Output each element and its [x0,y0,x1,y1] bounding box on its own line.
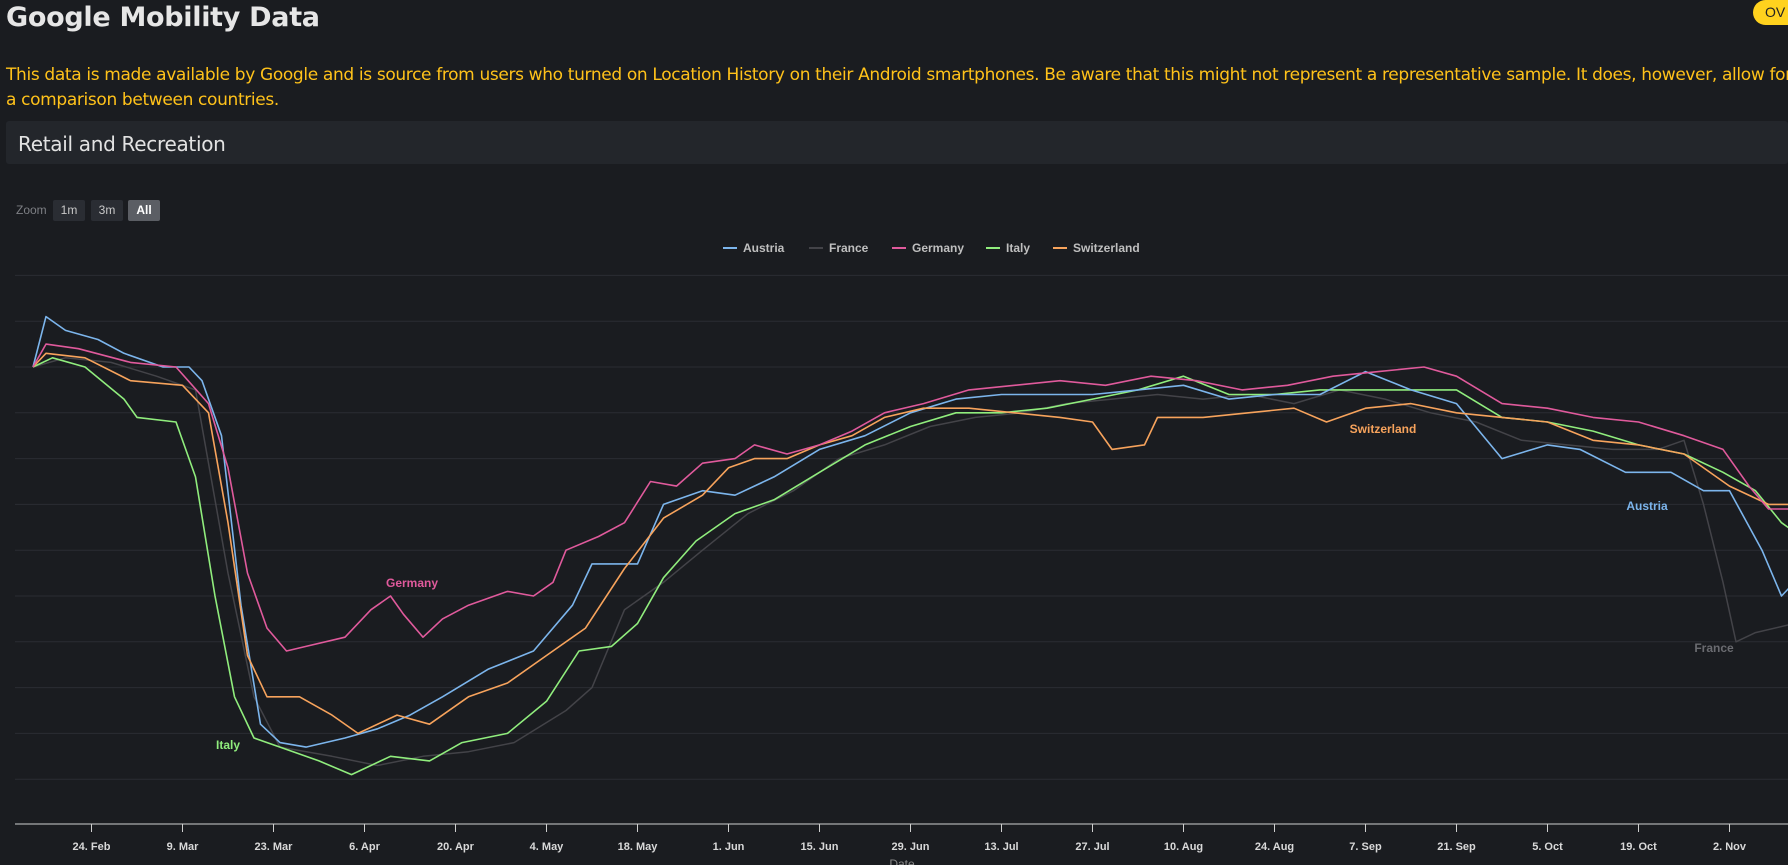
legend-label: France [829,241,869,255]
legend-item-italy[interactable]: Italy [986,241,1030,255]
x-tick-label: 27. Jul [1075,841,1109,853]
x-tick-label: 24. Feb [73,841,111,853]
x-tick-label: 18. May [618,841,659,853]
x-tick-label: 15. Jun [801,841,839,853]
x-tick-label: 24. Aug [1255,841,1294,853]
section-title: Retail and Recreation [18,132,226,156]
page-title: Google Mobility Data [6,2,320,33]
zoom-1m-label: 1m [61,203,78,217]
x-tick-label: 9. Mar [167,841,200,853]
x-tick-label: 5. Oct [1532,841,1563,853]
x-axis-title: Date [889,857,915,865]
top-right-badge[interactable]: OV [1753,0,1788,25]
x-tick-label: 10. Aug [1164,841,1203,853]
series-label-austria: Austria [1626,499,1668,513]
series-label-switzerland: Switzerland [1350,422,1417,436]
x-tick-label: 29. Jun [892,841,930,853]
series-label-germany: Germany [386,576,438,590]
zoom-3m-label: 3m [99,203,116,217]
section-header[interactable]: Retail and Recreation [6,121,1788,164]
series-line-austria[interactable] [32,315,1788,748]
legend-label: Germany [912,241,964,255]
x-tick-label: 1. Jun [713,841,745,853]
series-line-germany[interactable] [32,343,1788,652]
x-tick-label: 20. Apr [437,841,475,853]
legend-item-austria[interactable]: Austria [723,241,785,255]
x-tick-label: 2. Nov [1713,841,1747,853]
series-layer [32,315,1788,776]
legend-label: Italy [1006,241,1030,255]
legend-label: Switzerland [1073,241,1140,255]
x-axis-ticks: 24. Feb 9. Mar 23. Mar 6. Apr 20. Apr 4. May 1… [73,824,1747,853]
zoom-1m-button[interactable]: 1m [53,200,85,221]
legend-item-switzerland[interactable]: Switzerland [1053,241,1140,255]
x-tick-label: 23. Mar [255,841,294,853]
x-tick-label: 6. Apr [349,841,380,853]
series-line-switzerland[interactable] [32,352,1788,735]
series-label-italy: Italy [216,738,240,752]
intro-text: This data is made available by Google an… [6,65,1788,110]
x-tick-label: 21. Sep [1437,841,1476,853]
series-line-france[interactable] [32,357,1788,767]
legend-item-germany[interactable]: Germany [892,241,964,255]
zoom-all-label: All [136,203,151,217]
x-tick-label: 13. Jul [984,841,1018,853]
series-label-france: France [1694,641,1734,655]
x-tick-label: 19. Oct [1620,841,1657,853]
legend-item-france[interactable]: France [809,241,869,255]
x-tick-label: 7. Sep [1349,841,1382,853]
zoom-label: Zoom [16,203,47,217]
grid-lines [15,274,1788,780]
legend-label: Austria [743,241,785,255]
legend: Austria France Germany Italy Switzerland [723,241,1140,255]
series-labels: Germany Italy Switzerland Austria France [216,422,1734,752]
zoom-all-button[interactable]: All [128,200,160,221]
x-tick-label: 4. May [530,841,565,853]
zoom-3m-button[interactable]: 3m [91,200,123,221]
